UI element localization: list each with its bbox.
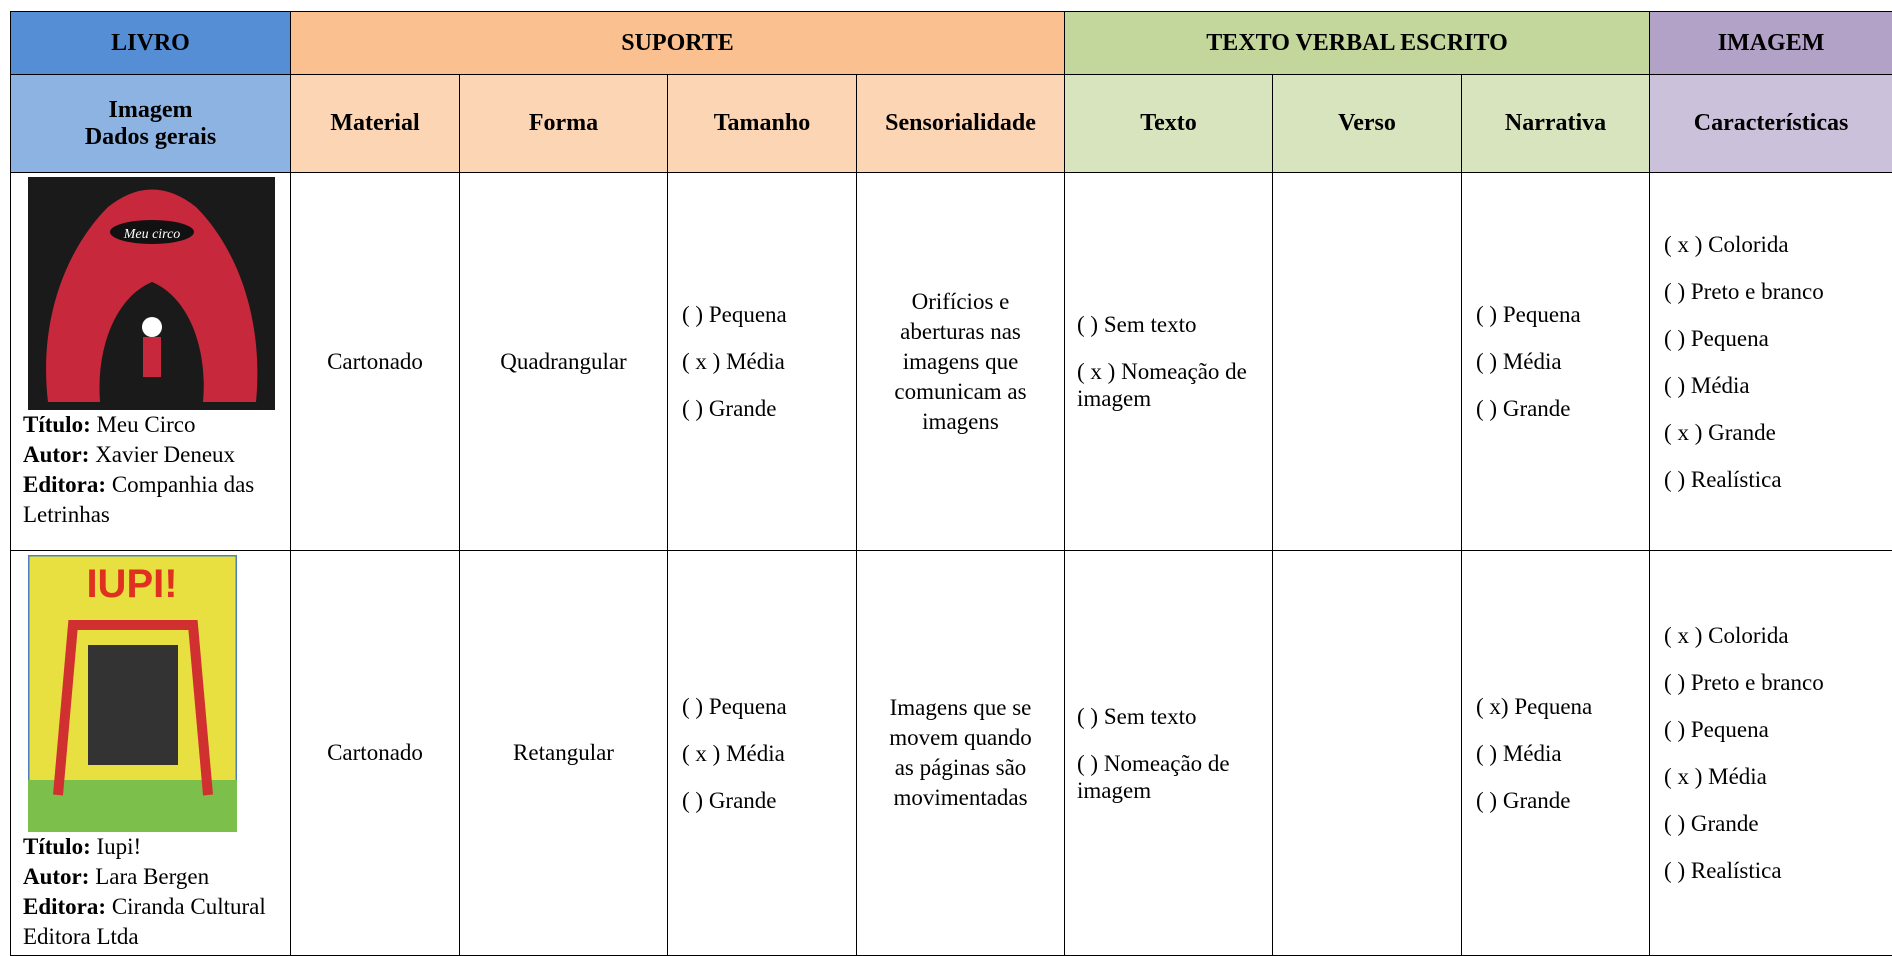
figure-head (142, 317, 162, 337)
option: ( x ) Grande (1664, 419, 1878, 446)
book-cover: Meu circo (28, 177, 275, 410)
material: Cartonado (291, 551, 460, 956)
subheader: Tamanho (668, 75, 857, 173)
option: ( x ) Média (682, 348, 842, 375)
subheader-line: Dados gerais (25, 124, 276, 151)
option: ( x ) Colorida (1664, 231, 1878, 258)
option: ( ) Realística (1664, 466, 1878, 493)
field-value: Meu Circo (96, 412, 195, 437)
option: ( ) Preto e branco (1664, 278, 1878, 305)
option: ( x ) Média (682, 740, 842, 767)
tamanho: ( ) Pequena ( x ) Média ( ) Grande (668, 173, 857, 551)
option: ( ) Pequena (1664, 325, 1878, 352)
option: ( ) Grande (1476, 787, 1635, 814)
option: ( ) Média (1664, 372, 1878, 399)
swing-picture (88, 645, 178, 765)
texto: ( ) Sem texto ( ) Nomeação de imagem (1065, 551, 1273, 956)
subheader: Texto (1065, 75, 1273, 173)
narrativa: ( ) Pequena ( ) Média ( ) Grande (1462, 173, 1650, 551)
book-field: Editora: Companhia das Letrinhas (23, 470, 282, 530)
sensorialidade: Imagens que se movem quando as páginas s… (857, 551, 1065, 956)
field-label: Título: (23, 834, 91, 859)
subheader: Características (1650, 75, 1892, 173)
field-label: Título: (23, 412, 91, 437)
option: ( ) Pequena (1664, 716, 1878, 743)
option: ( ) Pequena (1476, 301, 1635, 328)
caracteristicas: ( x ) Colorida ( ) Preto e branco ( ) Pequ… (1650, 173, 1892, 551)
forma: Quadrangular (460, 173, 668, 551)
option: ( x) Pequena (1476, 693, 1635, 720)
option: ( x ) Média (1664, 763, 1878, 790)
option: ( ) Realística (1664, 857, 1878, 884)
tamanho: ( ) Pequena ( x ) Média ( ) Grande (668, 551, 857, 956)
subheader: Forma (460, 75, 668, 173)
texto: ( ) Sem texto ( x ) Nomeação de imagem (1065, 173, 1273, 551)
option: ( ) Grande (1664, 810, 1878, 837)
field-label: Autor: (23, 442, 89, 467)
subheader-line: Imagem (25, 97, 276, 124)
group-header: LIVRO (11, 12, 291, 75)
option: ( ) Nomeação de imagem (1077, 750, 1260, 804)
book-field: Autor: Xavier Deneux (23, 440, 282, 470)
subheader: Verso (1273, 75, 1462, 173)
book-field: Autor: Lara Bergen (23, 862, 282, 892)
book-cover: IUPI! (28, 555, 237, 832)
verso (1273, 551, 1462, 956)
field-value: Xavier Deneux (95, 442, 235, 467)
book-field: Título: Iupi! (23, 832, 282, 862)
option: ( ) Sem texto (1077, 703, 1260, 730)
forma: Retangular (460, 551, 668, 956)
group-header: IMAGEM (1650, 12, 1892, 75)
option: ( x ) Nomeação de imagem (1077, 358, 1260, 412)
field-value: Lara Bergen (95, 864, 209, 889)
field-value: Iupi! (96, 834, 141, 859)
option: ( ) Preto e branco (1664, 669, 1878, 696)
option: ( ) Média (1476, 740, 1635, 767)
cover-text: IUPI! (86, 562, 177, 606)
subheader: Narrativa (1462, 75, 1650, 173)
verso (1273, 173, 1462, 551)
option: ( ) Pequena (682, 301, 842, 328)
sensorialidade: Orifícios e aberturas nas imagens que co… (857, 173, 1065, 551)
option: ( ) Pequena (682, 693, 842, 720)
field-label: Editora: (23, 894, 106, 919)
option: ( x ) Colorida (1664, 622, 1878, 649)
option: ( ) Média (1476, 348, 1635, 375)
book-field: Editora: Ciranda Cultural Editora Ltda (23, 892, 282, 952)
figure-body (143, 337, 161, 377)
field-label: Editora: (23, 472, 106, 497)
option: ( ) Grande (682, 787, 842, 814)
material: Cartonado (291, 173, 460, 551)
subheader: Material (291, 75, 460, 173)
subheader: Sensorialidade (857, 75, 1065, 173)
option: ( ) Grande (1476, 395, 1635, 422)
option: ( ) Grande (682, 395, 842, 422)
book-field: Título: Meu Circo (23, 410, 282, 440)
group-header: TEXTO VERBAL ESCRITO (1065, 12, 1650, 75)
narrativa: ( x) Pequena ( ) Média ( ) Grande (1462, 551, 1650, 956)
group-header: SUPORTE (291, 12, 1065, 75)
field-label: Autor: (23, 864, 89, 889)
option: ( ) Sem texto (1077, 311, 1260, 338)
cover-text: Meu circo (123, 227, 181, 242)
caracteristicas: ( x ) Colorida ( ) Preto e branco ( ) Pequ… (1650, 551, 1892, 956)
